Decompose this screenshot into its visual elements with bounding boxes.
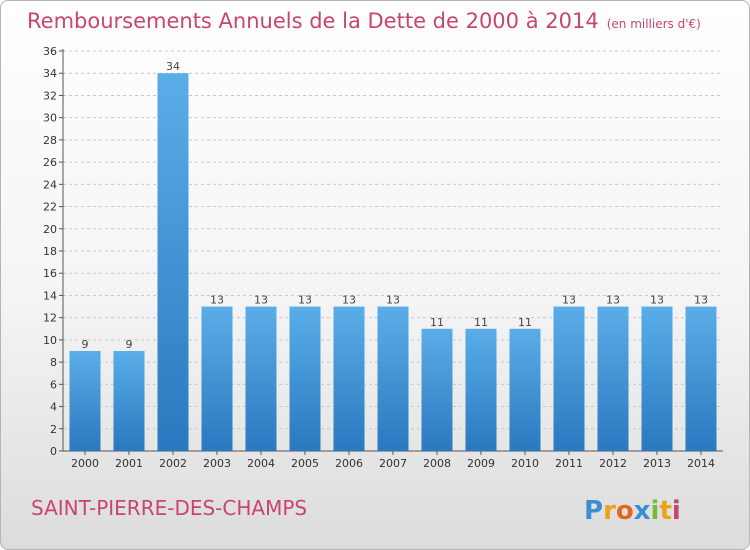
chart-title: Remboursements Annuels de la Dette de 20…	[27, 9, 701, 33]
bar	[201, 306, 233, 451]
x-tick-label: 2011	[555, 457, 583, 470]
bar-value-label: 13	[254, 294, 268, 307]
x-tick-label: 2000	[71, 457, 99, 470]
bar	[377, 306, 409, 451]
x-tick-label: 2006	[335, 457, 363, 470]
y-tick-label: 14	[43, 289, 57, 302]
x-tick-label: 2002	[159, 457, 187, 470]
bar	[289, 306, 321, 451]
bar-value-label: 11	[430, 316, 444, 329]
bar-value-label: 13	[342, 294, 356, 307]
y-tick-label: 28	[43, 134, 57, 147]
bar-value-label: 13	[298, 294, 312, 307]
svg-text:Proxiti: Proxiti	[584, 496, 681, 526]
bar	[641, 306, 673, 451]
y-tick-label: 20	[43, 223, 57, 236]
bar-value-label: 34	[166, 60, 180, 73]
x-tick-label: 2009	[467, 457, 495, 470]
y-tick-label: 30	[43, 112, 57, 125]
bar	[509, 328, 541, 451]
bar	[113, 351, 145, 451]
chart-unit: (en milliers d'€)	[606, 17, 701, 31]
x-tick-label: 2013	[643, 457, 671, 470]
bar	[245, 306, 277, 451]
x-tick-label: 2003	[203, 457, 231, 470]
y-tick-label: 10	[43, 334, 57, 347]
bar	[421, 328, 453, 451]
bar-value-label: 13	[562, 294, 576, 307]
commune-name: SAINT-PIERRE-DES-CHAMPS	[31, 496, 308, 520]
bar-value-label: 9	[126, 338, 133, 351]
x-tick-label: 2008	[423, 457, 451, 470]
bar-value-label: 11	[518, 316, 532, 329]
bar	[157, 73, 189, 451]
bar	[333, 306, 365, 451]
y-tick-label: 24	[43, 178, 57, 191]
y-tick-label: 26	[43, 156, 57, 169]
y-tick-label: 16	[43, 267, 57, 280]
bar-value-label: 13	[606, 294, 620, 307]
y-tick-label: 22	[43, 201, 57, 214]
x-tick-label: 2007	[379, 457, 407, 470]
x-tick-label: 2001	[115, 457, 143, 470]
bar-value-label: 13	[210, 294, 224, 307]
bar	[69, 351, 101, 451]
y-tick-label: 4	[50, 401, 57, 414]
bar-value-label: 13	[694, 294, 708, 307]
proxiti-logo: Proxiti	[584, 496, 681, 526]
y-tick-label: 32	[43, 89, 57, 102]
y-tick-label: 6	[50, 378, 57, 391]
y-tick-label: 0	[50, 445, 57, 458]
y-tick-label: 12	[43, 312, 57, 325]
x-tick-label: 2014	[687, 457, 715, 470]
bar	[553, 306, 585, 451]
y-tick-label: 34	[43, 67, 57, 80]
bar	[685, 306, 717, 451]
bar	[465, 328, 497, 451]
y-tick-label: 18	[43, 245, 57, 258]
bar-value-label: 13	[650, 294, 664, 307]
x-tick-label: 2004	[247, 457, 275, 470]
x-tick-label: 2012	[599, 457, 627, 470]
bar	[597, 306, 629, 451]
bar-value-label: 13	[386, 294, 400, 307]
bar-value-label: 11	[474, 316, 488, 329]
chart-title-text: Remboursements Annuels de la Dette de 20…	[27, 9, 599, 33]
x-tick-label: 2005	[291, 457, 319, 470]
y-tick-label: 8	[50, 356, 57, 369]
y-tick-label: 2	[50, 423, 57, 436]
bar-value-label: 9	[82, 338, 89, 351]
y-tick-label: 36	[43, 45, 57, 58]
x-tick-label: 2010	[511, 457, 539, 470]
